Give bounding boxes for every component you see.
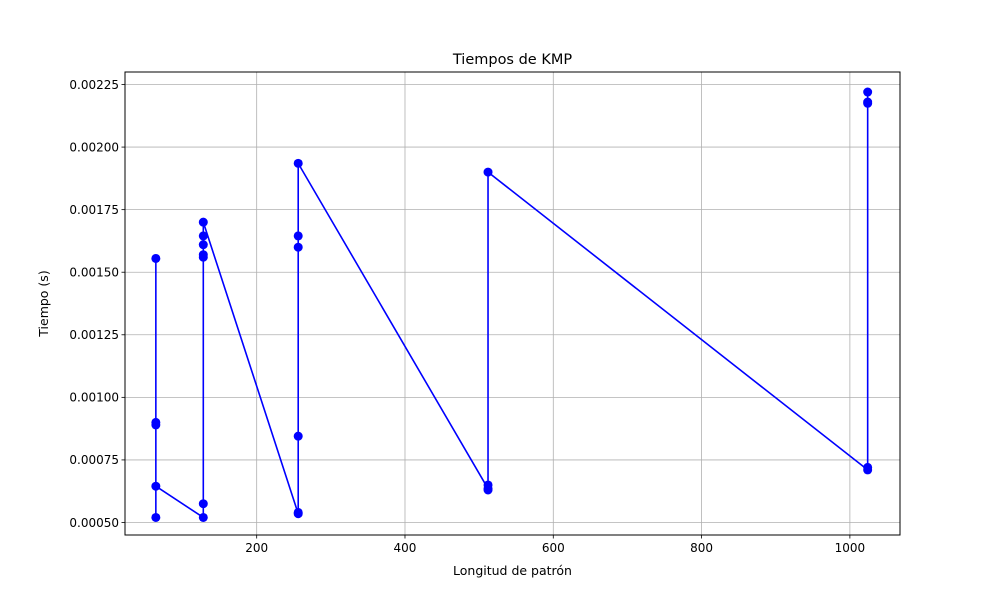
plot-area-frame (124, 71, 901, 536)
x-axis-ticks: 200 400 600 800 1000 (245, 535, 865, 555)
y-tick-label: 0.00175 (69, 203, 119, 217)
data-point (198, 217, 208, 227)
y-axis-ticks: 0.00050 0.00075 0.00100 0.00125 0.00150 0.001… (69, 78, 125, 530)
grid (125, 72, 900, 535)
y-tick-label: 0.00075 (69, 453, 119, 467)
data-point (151, 481, 161, 491)
x-tick-label: 200 (245, 541, 268, 555)
data-point (293, 242, 303, 252)
data-point (483, 167, 493, 177)
x-tick-label: 800 (690, 541, 713, 555)
y-tick-label: 0.00200 (69, 140, 119, 154)
data-point (293, 231, 303, 241)
data-point (483, 480, 493, 490)
series-marker-layer (151, 87, 873, 522)
data-point (198, 250, 208, 260)
data-point (863, 97, 873, 107)
data-point (198, 499, 208, 509)
data-point (198, 231, 208, 241)
chart-title: Tiempos de KMP (452, 52, 572, 68)
data-point (293, 507, 303, 517)
x-axis-label: Longitud de patrón (453, 563, 572, 578)
data-point (293, 431, 303, 441)
y-tick-label: 0.00150 (69, 266, 119, 280)
y-tick-label: 0.00225 (69, 78, 119, 92)
y-tick-label: 0.00100 (69, 391, 119, 405)
data-point (151, 512, 161, 522)
data-point (151, 417, 161, 427)
data-point (151, 253, 161, 263)
y-tick-label: 0.00125 (69, 328, 119, 342)
data-point (198, 240, 208, 250)
y-tick-label: 0.00050 (69, 516, 119, 530)
data-point (863, 87, 873, 97)
x-tick-label: 400 (394, 541, 417, 555)
x-tick-label: 600 (542, 541, 565, 555)
data-point (198, 512, 208, 522)
data-point (863, 462, 873, 472)
y-axis-label: Tiempo (s) (36, 270, 51, 337)
data-point (293, 158, 303, 168)
x-tick-label: 1000 (835, 541, 866, 555)
